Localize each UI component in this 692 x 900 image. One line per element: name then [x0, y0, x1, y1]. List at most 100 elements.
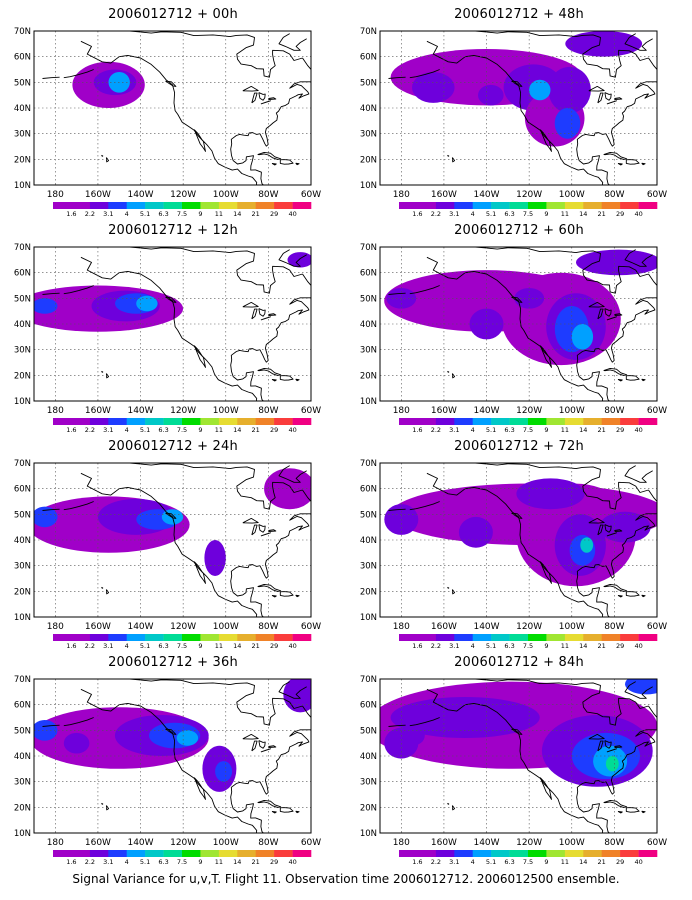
colorbar-label: 5.1: [486, 858, 496, 864]
colorbar-label: 2.2: [85, 210, 95, 216]
coastline: [624, 465, 653, 483]
lon-tick-label: 80W: [258, 838, 278, 848]
coastline: [606, 100, 617, 105]
colorbar-swatch: [528, 634, 547, 641]
coastline: [101, 154, 104, 157]
colorbar-swatch: [546, 634, 566, 641]
colorbar-swatch: [274, 418, 293, 425]
coastline: [469, 463, 649, 510]
lat-tick-label: 60N: [360, 53, 377, 63]
colorbar-label: 21: [252, 210, 260, 216]
colorbar-label: 3.1: [103, 642, 113, 648]
coastline: [101, 370, 104, 373]
lon-tick-label: 100W: [559, 622, 585, 632]
coastline: [80, 256, 258, 401]
colorbar-swatch: [182, 202, 201, 209]
coastline: [659, 294, 672, 307]
map-area: [380, 679, 657, 833]
colorbar-label: 29: [270, 210, 278, 216]
coastline: [659, 510, 672, 523]
map-panel-24h: 2006012712 + 24h 10N 20N 30N 40N 50N 60N 70N 180…: [0, 432, 346, 648]
colorbar-label: 9: [544, 210, 548, 216]
colorbar-label: 7.5: [523, 858, 533, 864]
colorbar-label: 29: [270, 858, 278, 864]
colorbar-swatch: [491, 850, 510, 857]
lat-tick-label: 40N: [360, 752, 377, 762]
coastline: [268, 97, 277, 100]
coastline: [588, 301, 605, 308]
coastline: [604, 92, 612, 101]
coastline: [426, 256, 604, 401]
colorbar-swatch: [237, 418, 256, 425]
colorbar-label: 40: [288, 426, 296, 432]
coastline: [469, 31, 649, 78]
lon-tick-label: 180: [393, 838, 410, 848]
colorbar-swatch: [509, 850, 529, 857]
coastline: [604, 740, 612, 749]
colorbar-label: 5.1: [486, 642, 496, 648]
colorbar-label: 2.2: [85, 426, 95, 432]
colorbar-label: 6.3: [158, 858, 168, 864]
colorbar-swatch: [145, 634, 164, 641]
coastline: [271, 378, 277, 382]
colorbar-label: 21: [252, 858, 260, 864]
colorbar-label: 14: [579, 858, 587, 864]
coastline: [242, 733, 259, 740]
lat-tick-label: 70N: [14, 675, 31, 685]
coastline: [447, 370, 450, 373]
lon-tick-label: 140W: [473, 622, 499, 632]
colorbar-label: 5.1: [486, 426, 496, 432]
coastline: [251, 308, 258, 320]
variance-contour: [176, 730, 199, 746]
lat-tick-label: 30N: [14, 130, 31, 140]
colorbar-label: 3.1: [449, 210, 459, 216]
panel-title: 2006012712 + 48h: [454, 7, 584, 22]
colorbar-label: 14: [579, 426, 587, 432]
coastline: [317, 679, 346, 705]
colorbar-label: 2.2: [431, 642, 441, 648]
lon-tick-label: 120W: [516, 622, 542, 632]
coastline: [80, 40, 258, 185]
map-panel-72h: 2006012712 + 72h 10N 20N 30N 40N 50N 60N 70N 180…: [346, 432, 692, 648]
coastline: [42, 292, 60, 295]
map-figure: 10N 20N 30N 40N 50N 60N 70N 180 160W 140W 120W 100W…: [360, 243, 672, 432]
coastline: [295, 162, 300, 166]
colorbar-swatch: [528, 202, 547, 209]
colorbar-swatch: [145, 418, 164, 425]
colorbar-label: 4: [125, 426, 129, 432]
colorbar-swatch: [108, 202, 127, 209]
coastline: [625, 591, 640, 597]
colorbar-swatch: [126, 850, 146, 857]
coastline: [101, 802, 104, 805]
map-frame: [379, 30, 658, 186]
coastline: [606, 316, 617, 321]
coastline: [101, 586, 104, 589]
coastline: [279, 159, 294, 165]
coastline: [313, 294, 326, 307]
map-frame: [33, 678, 312, 834]
colorbar-label: 7.5: [177, 858, 187, 864]
colorbar-swatch: [108, 634, 127, 641]
colorbar-swatch: [454, 850, 473, 857]
colorbar-swatch: [564, 634, 584, 641]
colorbar-swatch: [163, 202, 183, 209]
colorbar-swatch: [255, 634, 275, 641]
lat-tick-label: 50N: [14, 726, 31, 736]
lon-tick-label: 160W: [85, 190, 111, 200]
variance-contour: [576, 249, 657, 276]
colorbar-label: 11: [561, 426, 569, 432]
lat-tick-label: 10N: [360, 829, 377, 839]
lat-tick-label: 30N: [360, 562, 377, 572]
lon-tick-label: 180: [393, 622, 410, 632]
variance-contour: [34, 298, 58, 314]
coastline: [313, 726, 326, 739]
lon-tick-label: 140W: [127, 190, 153, 200]
colorbar-label: 3.1: [103, 210, 113, 216]
colorbar-label: 3.1: [449, 642, 459, 648]
coastline: [617, 594, 623, 598]
lon-tick-label: 120W: [516, 190, 542, 200]
coastline: [278, 681, 307, 699]
coastline: [123, 463, 303, 510]
lon-tick-label: 60W: [301, 406, 321, 416]
colorbar-label: 9: [544, 426, 548, 432]
